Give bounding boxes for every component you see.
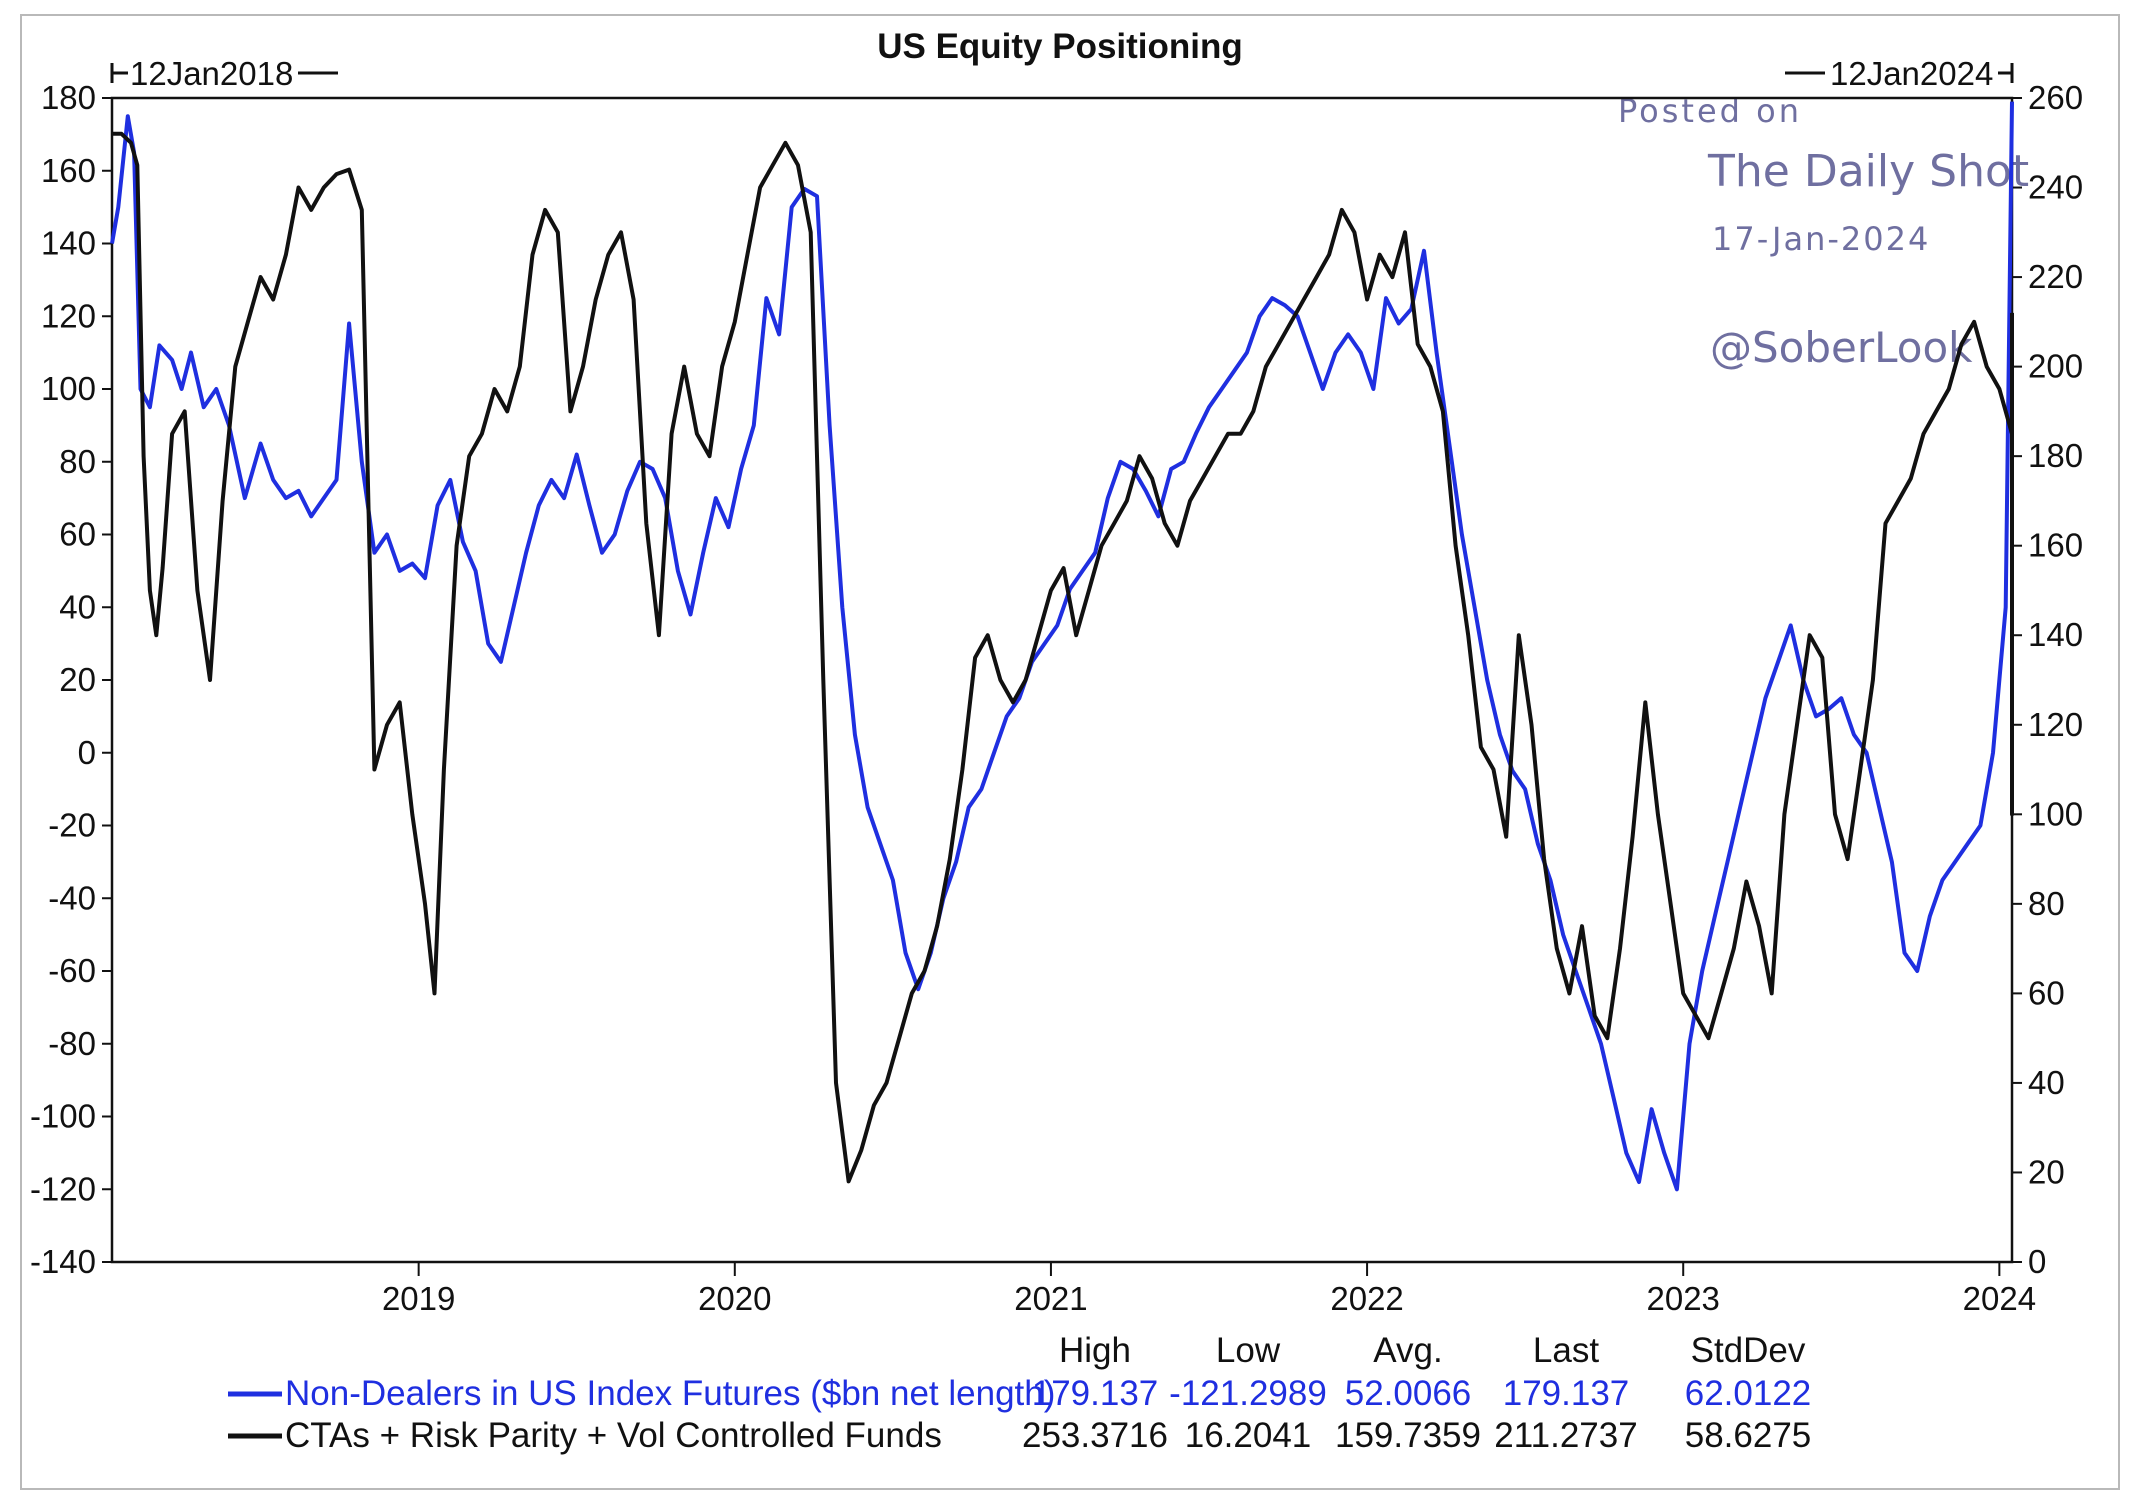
stat-header: Last xyxy=(1533,1331,1599,1370)
right-tick-label: 0 xyxy=(2028,1243,2046,1280)
left-tick-label: 120 xyxy=(41,297,96,334)
right-tick-label: 40 xyxy=(2028,1064,2065,1101)
stat-value: 159.7359 xyxy=(1335,1416,1481,1455)
watermark-date: 17-Jan-2024 xyxy=(1712,220,1930,258)
watermark-handle: @SoberLook xyxy=(1710,323,1973,372)
stat-value: 179.137 xyxy=(1032,1374,1159,1413)
stat-value: 179.137 xyxy=(1503,1374,1630,1413)
stat-value: 16.2041 xyxy=(1185,1416,1312,1455)
x-tick-label: 2021 xyxy=(1014,1280,1087,1317)
series-lines xyxy=(110,101,2014,1192)
left-tick-label: -20 xyxy=(48,807,96,844)
x-axis: 2019 2020 2021 2022 2023 2024 xyxy=(382,1262,2036,1317)
legend-label: CTAs + Risk Parity + Vol Controlled Fund… xyxy=(285,1416,942,1455)
right-tick-label: 140 xyxy=(2028,616,2083,653)
x-tick-label: 2022 xyxy=(1330,1280,1403,1317)
stat-header: Low xyxy=(1216,1331,1281,1370)
left-tick-label: -40 xyxy=(48,879,96,916)
legend-label: Non-Dealers in US Index Futures ($bn net… xyxy=(285,1374,1055,1413)
left-tick-label: 0 xyxy=(78,734,96,771)
x-tick-label: 2024 xyxy=(1963,1280,2036,1317)
left-y-axis: 180 160 140 120 100 80 60 40 20 0 -20 -40 -60 -80 -100… xyxy=(30,79,112,1280)
stat-header: StdDev xyxy=(1691,1331,1806,1370)
right-tick-label: 80 xyxy=(2028,885,2065,922)
right-tick-label: 60 xyxy=(2028,974,2065,1011)
left-tick-label: 100 xyxy=(41,370,96,407)
right-tick-label: 180 xyxy=(2028,437,2083,474)
right-tick-label: 220 xyxy=(2028,258,2083,295)
stat-value: -121.2989 xyxy=(1169,1374,1327,1413)
left-tick-label: 140 xyxy=(41,225,96,262)
series-line-ctas-risk-parity xyxy=(112,131,2014,1184)
left-tick-label: -140 xyxy=(30,1243,96,1280)
left-tick-label: 160 xyxy=(41,152,96,189)
x-tick-label: 2023 xyxy=(1647,1280,1720,1317)
right-tick-label: 160 xyxy=(2028,527,2083,564)
stat-header: Avg. xyxy=(1373,1331,1442,1370)
x-tick-label: 2019 xyxy=(382,1280,455,1317)
left-tick-label: -60 xyxy=(48,952,96,989)
stat-value: 52.0066 xyxy=(1345,1374,1472,1413)
left-tick-label: 40 xyxy=(59,588,96,625)
right-tick-label: 240 xyxy=(2028,169,2083,206)
stat-value: 62.0122 xyxy=(1685,1374,1812,1413)
stat-value: 211.2737 xyxy=(1494,1416,1637,1455)
legend-rows: Non-Dealers in US Index Futures ($bn net… xyxy=(228,1374,1811,1455)
stat-headers: High Low Avg. Last StdDev xyxy=(1059,1331,1806,1370)
watermark-brand: The Daily Shot xyxy=(1707,146,2029,197)
left-tick-label: 20 xyxy=(59,661,96,698)
end-date-label: 12Jan2024 xyxy=(1830,55,1993,92)
start-date-label: 12Jan2018 xyxy=(130,55,293,92)
left-tick-label: -120 xyxy=(30,1170,96,1207)
x-tick-label: 2020 xyxy=(698,1280,771,1317)
right-tick-label: 200 xyxy=(2028,348,2083,385)
series-line-non-dealers xyxy=(110,101,2014,1192)
stat-value: 253.3716 xyxy=(1022,1416,1168,1455)
stats-table: High Low Avg. Last StdDev Non-Dealers in US … xyxy=(228,1331,1811,1455)
stat-header: High xyxy=(1059,1331,1131,1370)
date-range-markers: 12Jan2018 12Jan2024 xyxy=(110,55,2014,92)
chart-frame xyxy=(20,14,2120,1490)
right-tick-label: 100 xyxy=(2028,795,2083,832)
left-tick-label: 80 xyxy=(59,443,96,480)
right-tick-label: 120 xyxy=(2028,706,2083,743)
right-tick-label: 20 xyxy=(2028,1153,2065,1190)
stat-value: 58.6275 xyxy=(1685,1416,1812,1455)
chart-title: US Equity Positioning xyxy=(877,27,1243,66)
left-tick-label: 180 xyxy=(41,79,96,116)
left-tick-label: -80 xyxy=(48,1025,96,1062)
plot-border xyxy=(110,96,2014,1264)
right-tick-label: 260 xyxy=(2028,79,2083,116)
left-tick-label: -100 xyxy=(30,1098,96,1135)
left-tick-label: 60 xyxy=(59,516,96,553)
plot-area xyxy=(110,96,2014,1264)
